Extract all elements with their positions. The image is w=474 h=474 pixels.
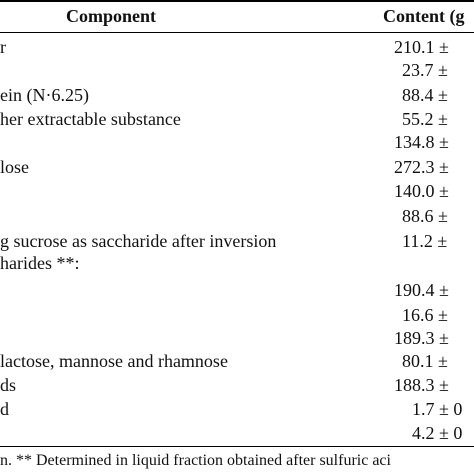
table-header-rule	[0, 32, 474, 33]
header-content: Content (g	[383, 6, 465, 26]
row-3-value: 88.4 ±	[402, 85, 448, 105]
header-component: Component	[66, 6, 157, 26]
row-8-value: 88.6 ±	[402, 206, 448, 226]
row-16-value: 1.7 ± 0	[412, 399, 463, 419]
row-11-value: 190.4 ±	[394, 280, 449, 300]
row-1-value: 210.1 ±	[394, 37, 449, 57]
table-bottom-rule	[0, 446, 474, 447]
row-4-label: her extractable substance	[0, 109, 181, 129]
row-7-value: 140.0 ±	[394, 181, 449, 201]
row-17-value: 4.2 ± 0	[412, 423, 463, 443]
row-14-label: lactose, mannose and rhamnose	[0, 351, 228, 371]
row-12-value: 16.6 ±	[402, 305, 448, 325]
row-2-value: 23.7 ±	[402, 60, 448, 80]
row-9-label: g sucrose as saccharide after inversion	[0, 231, 277, 251]
row-15-label: ds	[0, 375, 17, 395]
row-5-value: 134.8 ±	[394, 132, 449, 152]
row-13-value: 189.3 ±	[394, 328, 449, 348]
row-16-label: d	[0, 399, 9, 419]
row-14-value: 80.1 ±	[402, 351, 448, 371]
row-6-value: 272.3 ±	[394, 157, 449, 177]
row-6-label: lose	[0, 157, 29, 177]
table-top-rule	[0, 0, 474, 2]
row-15-value: 188.3 ±	[394, 375, 449, 395]
table-footnote: n. ** Determined in liquid fraction obta…	[0, 452, 391, 469]
row-10-label: harides **:	[0, 253, 80, 273]
row-1-label: r	[0, 37, 6, 57]
row-3-label: ein (N·6.25)	[0, 85, 89, 105]
row-9-value: 11.2 ±	[402, 231, 448, 251]
row-4-value: 55.2 ±	[402, 109, 448, 129]
